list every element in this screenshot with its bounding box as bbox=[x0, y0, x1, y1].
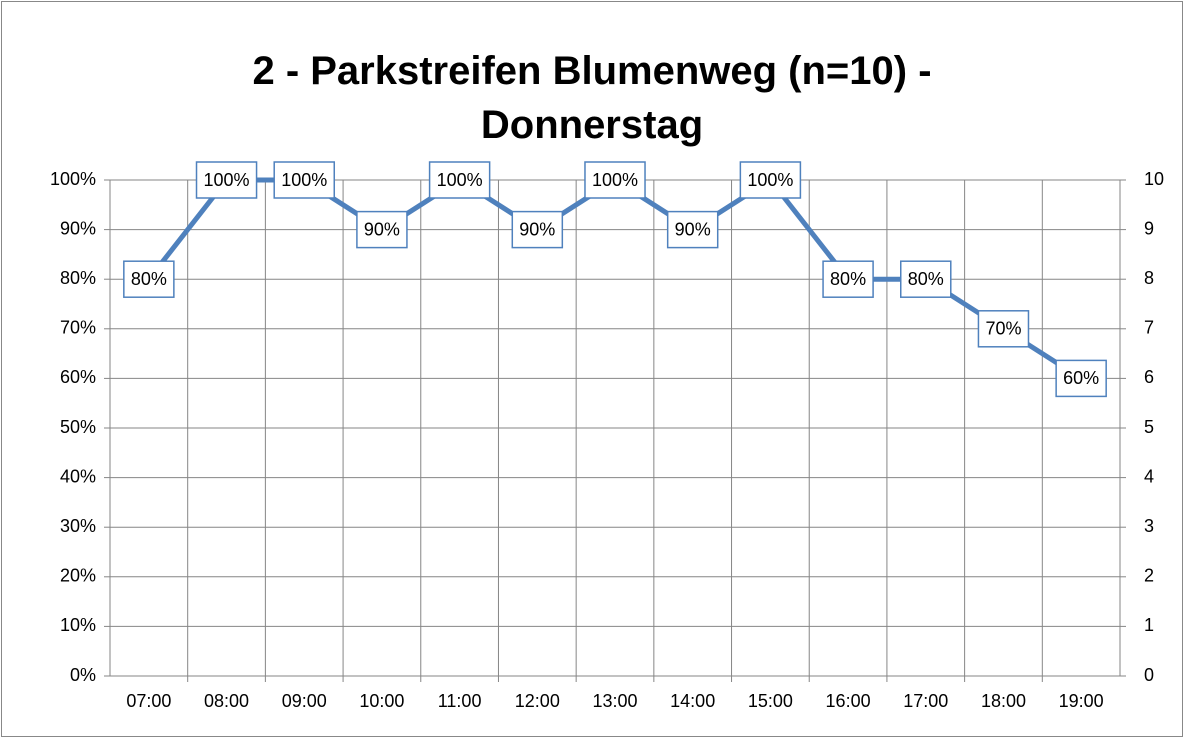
chart-title: 2 - Parkstreifen Blumenweg (n=10) - Donn… bbox=[252, 49, 932, 147]
data-label: 100% bbox=[437, 170, 483, 190]
x-tick-label: 14:00 bbox=[670, 691, 715, 711]
data-label: 90% bbox=[519, 219, 555, 239]
data-label-box bbox=[900, 260, 952, 298]
x-tick-label: 07:00 bbox=[126, 691, 171, 711]
x-tick-label: 10:00 bbox=[359, 691, 404, 711]
y-tick-label: 20% bbox=[60, 566, 96, 586]
data-label-box bbox=[195, 161, 258, 199]
y-tick-label: 50% bbox=[60, 417, 96, 437]
y-tick-label: 60% bbox=[60, 367, 96, 387]
data-label-box bbox=[273, 161, 336, 199]
y2-tick-label: 7 bbox=[1144, 318, 1154, 338]
x-tick-label: 11:00 bbox=[438, 691, 482, 711]
data-label: 90% bbox=[675, 219, 711, 239]
data-label-box bbox=[977, 310, 1030, 348]
data-label: 100% bbox=[592, 170, 638, 190]
data-label-box bbox=[123, 260, 175, 298]
x-tick-label: 09:00 bbox=[282, 691, 327, 711]
data-label-box bbox=[822, 260, 874, 298]
data-label: 80% bbox=[908, 269, 944, 289]
y2-tick-label: 10 bbox=[1144, 169, 1164, 189]
y2-tick-label: 2 bbox=[1144, 566, 1154, 586]
data-label: 60% bbox=[1063, 368, 1099, 388]
y-tick-label: 100% bbox=[50, 169, 96, 189]
data-label: 80% bbox=[131, 269, 167, 289]
y-tick-label: 40% bbox=[60, 466, 96, 486]
x-tick-label: 19:00 bbox=[1059, 691, 1104, 711]
x-tick-label: 12:00 bbox=[515, 691, 560, 711]
y2-tick-label: 8 bbox=[1144, 268, 1154, 288]
data-label-box bbox=[739, 161, 802, 199]
data-label-box bbox=[666, 210, 719, 249]
y2-tick-label: 3 bbox=[1144, 516, 1154, 536]
data-label-box bbox=[584, 161, 646, 199]
data-label: 100% bbox=[281, 170, 327, 190]
y-tick-label: 30% bbox=[60, 516, 96, 536]
data-label: 100% bbox=[747, 170, 793, 190]
y-tick-label: 90% bbox=[60, 218, 96, 238]
x-tick-label: 18:00 bbox=[981, 691, 1026, 711]
y-tick-label: 10% bbox=[60, 615, 96, 635]
x-tick-label: 13:00 bbox=[592, 691, 637, 711]
x-tick-label: 17:00 bbox=[903, 691, 948, 711]
x-tick-label: 08:00 bbox=[204, 691, 249, 711]
data-label-box bbox=[1055, 359, 1107, 398]
y-tick-label: 70% bbox=[60, 318, 96, 338]
y2-tick-label: 6 bbox=[1144, 367, 1154, 387]
data-label-box bbox=[511, 210, 564, 249]
y2-tick-label: 0 bbox=[1144, 665, 1154, 685]
y2-tick-label: 9 bbox=[1144, 218, 1154, 238]
data-label: 80% bbox=[830, 269, 866, 289]
y2-tick-label: 4 bbox=[1144, 466, 1154, 486]
y2-tick-label: 5 bbox=[1144, 417, 1154, 437]
data-label-box bbox=[356, 210, 408, 249]
x-tick-label: 15:00 bbox=[748, 691, 793, 711]
x-tick-label: 16:00 bbox=[826, 691, 871, 711]
data-label-box bbox=[428, 161, 491, 199]
data-label: 90% bbox=[364, 219, 400, 239]
data-label: 100% bbox=[204, 170, 250, 190]
y2-tick-label: 1 bbox=[1144, 615, 1154, 635]
y-tick-label: 80% bbox=[60, 268, 96, 288]
data-label: 70% bbox=[985, 319, 1021, 339]
y-tick-label: 0% bbox=[70, 665, 96, 685]
